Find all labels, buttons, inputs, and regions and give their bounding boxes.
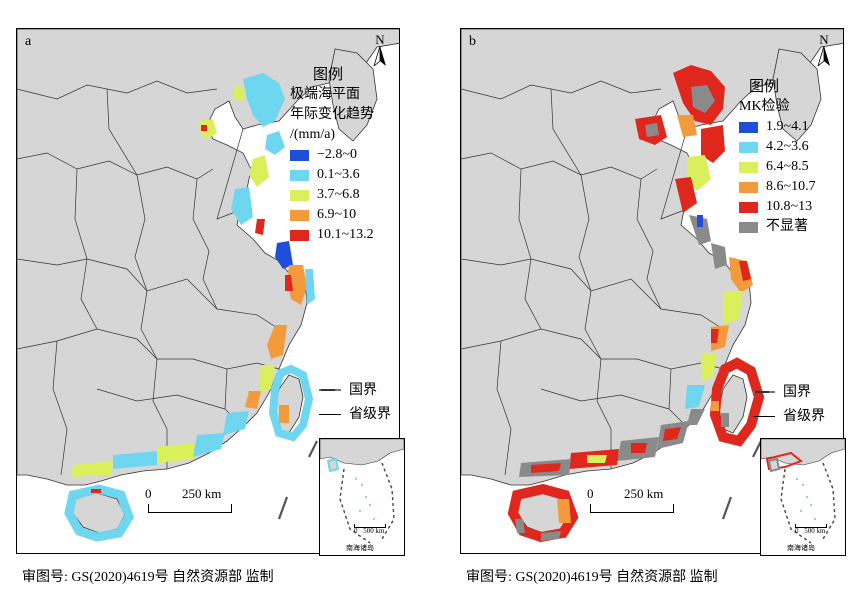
- legend-title: 图例: [749, 79, 780, 95]
- legend-item-label: 不显著: [766, 219, 808, 234]
- legend-item: 8.6~10.7: [739, 177, 816, 197]
- border-key-label: 省级界: [783, 409, 825, 424]
- north-arrow-icon: [817, 45, 830, 68]
- legend-b: 图例 MK检验 1.9~4.1 4.2~3.6 6.4~8.5 8.6~10.7…: [739, 77, 816, 237]
- inset-caption: 南海诸岛: [346, 544, 374, 552]
- legend-swatch: [739, 121, 758, 133]
- legend-swatch: [290, 149, 309, 161]
- legend-item: 1.9~4.1: [739, 117, 816, 137]
- inset-scale-start: 0: [795, 527, 799, 535]
- national-border-symbol: [753, 391, 775, 395]
- inset-map: [320, 439, 404, 544]
- legend-swatch: [290, 229, 309, 241]
- scale-ticks: [148, 504, 232, 513]
- scale-end-label: 250 km: [182, 486, 222, 501]
- scale-start-label: 0: [587, 486, 594, 501]
- border-key-national: 国界: [753, 381, 825, 405]
- south-china-sea-inset-a: 0 500 km 南海诸岛: [319, 438, 405, 556]
- map-panel-b: b N 图例 MK检验 1.9~4.1 4.2~3.6 6.4~8.5 8.6~…: [460, 28, 844, 554]
- coastal-trend-cells: [64, 73, 315, 542]
- legend-subtitle-line: 年际变化趋势: [290, 107, 374, 122]
- national-border-dashes: [277, 440, 318, 520]
- legend-swatch: [739, 221, 758, 233]
- legend-item-label: 0.1~3.6: [317, 167, 360, 182]
- legend-swatch: [739, 181, 758, 193]
- legend-item: 6.4~8.5: [739, 157, 816, 177]
- inset-scale-bar: [354, 524, 386, 528]
- legend-subtitle-line: MK检验: [739, 99, 790, 114]
- legend-subtitle-line: /(mm/a): [290, 127, 336, 142]
- scale-bar-b: 0 250 km: [587, 486, 720, 513]
- national-border-dashes: [721, 440, 762, 520]
- scale-start-label: 0: [145, 486, 152, 501]
- legend-item-label: 10.1~13.2: [317, 227, 374, 242]
- map-panel-a: a N 图例 极端海平面 年际变化趋势 /(mm/a) −2.8~0 0.1~3…: [16, 28, 400, 554]
- inset-scale-end: 500 km: [363, 527, 385, 535]
- border-key-provincial: 省级界: [319, 403, 391, 427]
- legend-swatch: [290, 169, 309, 181]
- legend-item-label: 6.9~10: [317, 207, 357, 222]
- inset-scale-end: 500 km: [804, 527, 826, 535]
- legend-swatch: [290, 209, 309, 221]
- inset-scale: 0 500 km: [795, 524, 827, 535]
- legend-item: 不显著: [739, 217, 816, 237]
- legend-item: 0.1~3.6: [290, 165, 374, 185]
- provincial-border-symbol: [319, 413, 341, 417]
- north-letter: N: [375, 32, 385, 47]
- coastal-mk-cells: [507, 65, 765, 543]
- legend-swatch: [739, 161, 758, 173]
- legend-item-label: 1.9~4.1: [766, 119, 809, 134]
- legend-item: −2.8~0: [290, 145, 374, 165]
- inset-caption: 南海诸岛: [787, 544, 815, 552]
- legend-item: 4.2~3.6: [739, 137, 816, 157]
- legend-title: 图例: [313, 67, 344, 83]
- map-a-canvas: [17, 29, 399, 542]
- legend-subtitle-line: 极端海平面: [290, 87, 360, 102]
- provincial-borders: [461, 80, 724, 476]
- inset-map: [761, 439, 845, 544]
- national-border-symbol: [319, 389, 341, 393]
- border-key-national: 国界: [319, 379, 391, 403]
- legend-swatch: [290, 189, 309, 201]
- legend-item: 6.9~10: [290, 205, 374, 225]
- scale-bar-a: 0 250 km: [145, 486, 278, 513]
- border-key-label: 国界: [783, 385, 811, 400]
- land-peninsula: [772, 48, 822, 142]
- approval-number-a: 审图号: GS(2020)4619号 自然资源部 监制: [22, 570, 274, 585]
- south-china-sea-inset-b: 0 500 km 南海诸岛: [760, 438, 846, 556]
- border-key-b: 国界 省级界: [753, 381, 825, 429]
- legend-item-label: −2.8~0: [317, 147, 357, 162]
- inset-scale-start: 0: [354, 527, 358, 535]
- north-arrow-a: N: [367, 33, 393, 71]
- legend-swatch: [739, 141, 758, 153]
- legend-item: 10.8~13: [739, 197, 816, 217]
- legend-item: 3.7~6.8: [290, 185, 374, 205]
- inset-scale-bar: [795, 524, 827, 528]
- legend-item-label: 6.4~8.5: [766, 159, 809, 174]
- border-key-a: 国界 省级界: [319, 379, 391, 427]
- land-peninsula: [328, 48, 378, 142]
- legend-item-label: 3.7~6.8: [317, 187, 360, 202]
- north-arrow-icon: [373, 45, 386, 68]
- border-key-label: 国界: [349, 383, 377, 398]
- border-key-label: 省级界: [349, 407, 391, 422]
- approval-number-b: 审图号: GS(2020)4619号 自然资源部 监制: [466, 570, 718, 585]
- legend-swatch: [739, 201, 758, 213]
- legend-item-label: 8.6~10.7: [766, 179, 816, 194]
- scale-ticks: [590, 504, 674, 513]
- scale-end-label: 250 km: [624, 486, 664, 501]
- legend-item-label: 4.2~3.6: [766, 139, 809, 154]
- legend-a: 图例 极端海平面 年际变化趋势 /(mm/a) −2.8~0 0.1~3.6 3…: [290, 65, 374, 245]
- panel-label-a: a: [25, 34, 32, 49]
- panel-label-b: b: [469, 34, 476, 49]
- north-arrow-b: N: [811, 33, 837, 71]
- inset-scale: 0 500 km: [354, 524, 386, 535]
- provincial-border-symbol: [753, 415, 775, 419]
- legend-item: 10.1~13.2: [290, 225, 374, 245]
- north-letter: N: [819, 32, 829, 47]
- border-key-provincial: 省级界: [753, 405, 825, 429]
- legend-item-label: 10.8~13: [766, 199, 813, 214]
- map-b-canvas: [461, 29, 843, 543]
